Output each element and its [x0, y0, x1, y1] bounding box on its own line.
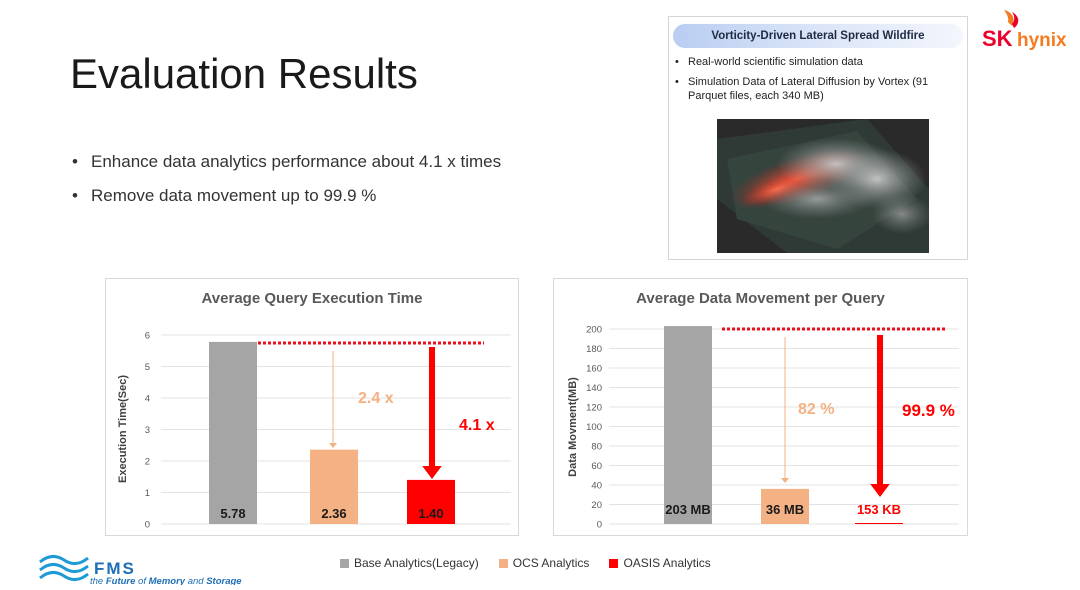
- y-tick-label-3: 60: [591, 461, 602, 472]
- sk-hynix-logo: SK hynix: [982, 8, 1072, 51]
- y-tick-label-9: 180: [586, 344, 602, 355]
- data-label-base: 5.78: [220, 506, 245, 521]
- speedup-annotation-0: 2.4 x: [358, 390, 394, 407]
- y-tick-label-7: 140: [586, 383, 602, 394]
- y-tick-label-2: 2: [145, 457, 150, 468]
- bullet-data-movement: Remove data movement up to 99.9 %: [72, 186, 501, 206]
- logo-sk-text: SK: [982, 26, 1013, 50]
- bar-base: [664, 326, 712, 524]
- y-tick-label-6: 120: [586, 403, 602, 414]
- chart-title: Average Data Movement per Query: [636, 290, 885, 307]
- legend-item-ocs: OCS Analytics: [498, 556, 590, 570]
- bar-base: [209, 341, 257, 524]
- dataset-info-box: Vorticity-Driven Lateral Spread Wildfire…: [668, 16, 968, 260]
- y-tick-label-1: 1: [145, 488, 150, 499]
- reduction-arrow-head-0: [781, 478, 789, 483]
- speedup-annotation-1: 99.9 %: [902, 401, 955, 420]
- data-label-base: 203 MB: [665, 502, 711, 517]
- y-tick-label-1: 20: [591, 500, 602, 511]
- y-tick-label-4: 4: [145, 394, 150, 405]
- fms-logo: FMS the Future of Memory and Storage: [38, 550, 268, 587]
- y-tick-label-0: 0: [145, 520, 150, 531]
- y-tick-label-8: 160: [586, 364, 602, 375]
- legend-label-base: Base Analytics(Legacy): [354, 556, 479, 570]
- dataset-title: Vorticity-Driven Lateral Spread Wildfire: [673, 24, 963, 48]
- y-axis-label: Data Movment(MB): [567, 377, 579, 477]
- dataset-detail-2: Simulation Data of Lateral Diffusion by …: [675, 75, 961, 103]
- reduction-arrow-head-1: [870, 484, 890, 497]
- y-tick-label-5: 5: [145, 362, 150, 373]
- bar-oasis: [407, 479, 455, 524]
- y-tick-label-6: 6: [145, 331, 150, 342]
- data-label-oasis: 153 KB: [857, 502, 901, 517]
- data-label-ocs: 2.36: [321, 506, 346, 521]
- execution-time-chart-panel: Average Query Execution Time 0 1 2 3 4 5 6 Execu…: [105, 278, 519, 536]
- legend-swatch-base: [340, 558, 349, 568]
- data-movement-chart-panel: Average Data Movement per Query 0 20 40 60 80…: [553, 278, 968, 536]
- legend-label-ocs: OCS Analytics: [512, 556, 590, 570]
- reduction-arrow-head-1: [422, 466, 442, 479]
- fms-text: FMS: [94, 559, 136, 578]
- bullet-list: Enhance data analytics performance about…: [72, 152, 501, 220]
- y-tick-label-5: 100: [586, 422, 602, 433]
- legend-item-base: Base Analytics(Legacy): [340, 556, 479, 570]
- y-tick-label-2: 40: [591, 481, 602, 492]
- data-label-ocs: 36 MB: [766, 502, 804, 517]
- dataset-details: Real-world scientific simulation data Si…: [675, 55, 961, 109]
- legend-item-oasis: OASIS Analytics: [609, 556, 711, 570]
- y-axis-label: Execution Time(Sec): [117, 375, 129, 483]
- bar-oasis: [855, 523, 903, 524]
- bar-ocs: [310, 449, 358, 524]
- legend-label-oasis: OASIS Analytics: [623, 556, 711, 570]
- data-label-oasis: 1.40: [418, 506, 443, 521]
- y-tick-label-3: 3: [145, 425, 150, 436]
- y-tick-label-10: 200: [586, 325, 602, 336]
- bullet-performance: Enhance data analytics performance about…: [72, 152, 501, 172]
- chart-legend: Base Analytics(Legacy) OCS Analytics OAS…: [340, 556, 711, 570]
- logo-hynix-text: hynix: [1017, 30, 1067, 50]
- y-tick-label-0: 0: [597, 520, 602, 531]
- legend-swatch-oasis: [609, 558, 619, 568]
- bar-ocs: [761, 488, 809, 524]
- wildfire-simulation-image: [717, 119, 929, 253]
- speedup-annotation-0: 82 %: [798, 401, 834, 418]
- data-movement-chart: Average Data Movement per Query 0 20 40 60 80…: [567, 290, 959, 531]
- execution-time-chart: Average Query Execution Time 0 1 2 3 4 5 6 Execu…: [117, 290, 511, 531]
- speedup-annotation-1: 4.1 x: [459, 417, 495, 434]
- page-title: Evaluation Results: [70, 50, 418, 97]
- y-tick-label-4: 80: [591, 442, 602, 453]
- reduction-arrow-head-0: [329, 443, 337, 448]
- fms-tagline: the Future of Memory and Storage: [90, 576, 242, 585]
- chart-title: Average Query Execution Time: [202, 290, 423, 307]
- legend-swatch-ocs: [498, 558, 508, 568]
- dataset-detail-1: Real-world scientific simulation data: [675, 55, 961, 69]
